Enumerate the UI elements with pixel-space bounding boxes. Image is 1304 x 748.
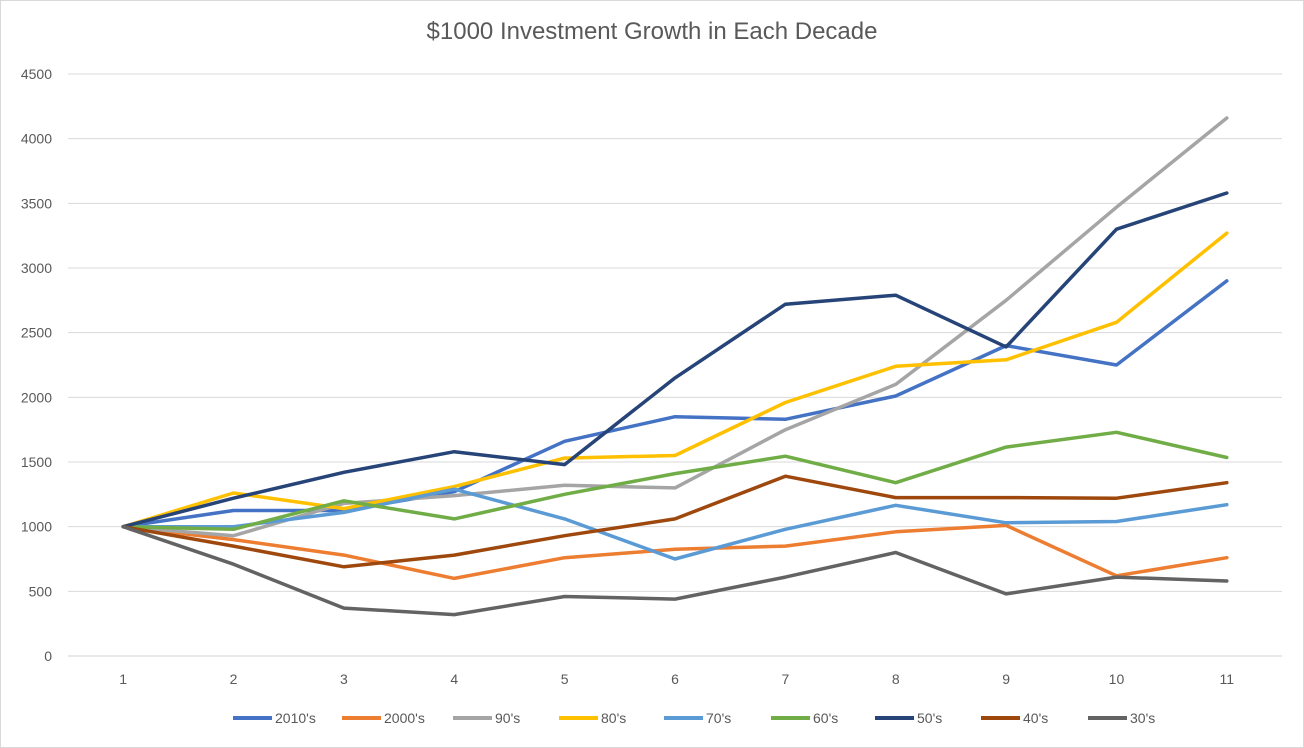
- series-lines: [121, 116, 1229, 617]
- y-tick-label: 4500: [21, 66, 52, 82]
- legend-label: 2000's: [384, 710, 425, 726]
- legend-label: 70's: [706, 710, 731, 726]
- legend-label: 2010's: [275, 710, 316, 726]
- x-tick-label: 10: [1109, 671, 1125, 687]
- y-tick-label: 1000: [21, 519, 52, 535]
- x-tick-label: 4: [450, 671, 458, 687]
- series-line: [121, 231, 1229, 529]
- y-tick-label: 1500: [21, 454, 52, 470]
- x-tick-label: 7: [781, 671, 789, 687]
- x-tick-label: 1: [119, 671, 127, 687]
- x-tick-label: 3: [340, 671, 348, 687]
- legend-label: 90's: [495, 710, 520, 726]
- x-tick-label: 5: [561, 671, 569, 687]
- legend: 2010's 2000's 90's 80's 70's 60's 50's 40's 30's: [233, 710, 1155, 726]
- series-line: [121, 430, 1229, 532]
- series-line: [121, 487, 1229, 561]
- gridlines: [68, 73, 1282, 657]
- series-line: [121, 191, 1229, 529]
- y-axis-ticks: 0 500 1000 1500 2000 2500 3000 3500 4000 4500: [21, 66, 52, 664]
- series-line: [121, 279, 1229, 529]
- legend-label: 50's: [917, 710, 942, 726]
- legend-label: 80's: [601, 710, 626, 726]
- y-tick-label: 4000: [21, 131, 52, 147]
- x-tick-label: 6: [671, 671, 679, 687]
- x-tick-label: 11: [1220, 671, 1235, 687]
- x-tick-label: 9: [1002, 671, 1010, 687]
- legend-label: 60's: [813, 710, 838, 726]
- y-tick-label: 0: [44, 648, 52, 664]
- chart-title: $1000 Investment Growth in Each Decade: [426, 18, 878, 45]
- y-tick-label: 2500: [21, 325, 52, 341]
- y-tick-label: 3000: [21, 260, 52, 276]
- x-tick-label: 2: [230, 671, 238, 687]
- x-axis-ticks: 1 2 3 4 5 6 7 8 9 10 11: [119, 671, 1234, 687]
- y-tick-label: 2000: [21, 389, 52, 405]
- y-tick-label: 3500: [21, 195, 52, 211]
- series-line: [121, 523, 1229, 581]
- series-line: [121, 116, 1229, 538]
- series-line: [121, 474, 1229, 569]
- y-tick-label: 500: [29, 583, 53, 599]
- x-tick-label: 8: [892, 671, 900, 687]
- legend-label: 40's: [1023, 710, 1048, 726]
- series-line: [121, 524, 1229, 617]
- legend-label: 30's: [1130, 710, 1155, 726]
